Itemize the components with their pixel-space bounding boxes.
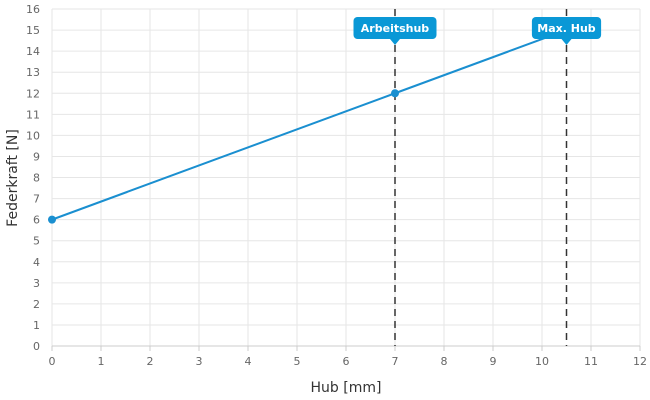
y-axis-title: Federkraft [N]: [5, 129, 21, 227]
marker-flag: [353, 17, 437, 39]
y-tick-label: 7: [33, 193, 40, 206]
y-tick-label: 12: [26, 87, 40, 100]
x-tick-label: 9: [490, 355, 497, 368]
x-tick-label: 8: [441, 355, 448, 368]
x-tick-label: 11: [584, 355, 598, 368]
x-axis-title: Hub [mm]: [311, 380, 382, 396]
y-tick-label: 4: [33, 256, 40, 269]
x-tick-label: 2: [147, 355, 154, 368]
marker-flag-pointer: [390, 39, 400, 45]
x-tick-label: 1: [98, 355, 105, 368]
x-tick-label: 0: [49, 355, 56, 368]
x-tick-label: 7: [392, 355, 399, 368]
x-axis-ticks: 0 1 2 3 4 5 6 7 8 9 10 11 12: [49, 346, 647, 368]
data-points: [48, 89, 399, 224]
y-tick-label: 2: [33, 298, 40, 311]
y-tick-label: 9: [33, 150, 40, 163]
y-tick-label: 14: [26, 45, 40, 58]
marker-label: Arbeitshub: [361, 22, 430, 35]
y-tick-label: 8: [33, 172, 40, 185]
y-tick-label: 15: [26, 24, 40, 37]
y-tick-label: 16: [26, 3, 40, 16]
x-tick-label: 12: [633, 355, 647, 368]
y-tick-label: 6: [33, 214, 40, 227]
data-series: [51, 29, 567, 221]
y-tick-label: 3: [33, 277, 40, 290]
data-point: [48, 215, 56, 224]
marker-flag-pointer: [561, 39, 572, 45]
x-tick-label: 5: [294, 355, 301, 368]
y-tick-label: 1: [33, 319, 40, 332]
y-tick-label: 5: [33, 235, 40, 248]
series-line: [51, 29, 567, 221]
chart-grid: [51, 8, 641, 347]
x-tick-label: 3: [196, 355, 203, 368]
x-tick-label: 10: [535, 355, 549, 368]
x-tick-label: 4: [245, 355, 252, 368]
y-tick-label: 10: [26, 129, 40, 142]
vertical-markers: [394, 9, 568, 346]
data-point: [391, 89, 399, 98]
y-tick-label: 13: [26, 66, 40, 79]
x-tick-label: 6: [343, 355, 350, 368]
marker-label: Max. Hub: [537, 22, 596, 35]
y-tick-label: 0: [33, 340, 40, 353]
marker-flag: [531, 17, 602, 39]
marker-flags: Arbeitshub Max. Hub: [353, 17, 602, 45]
y-tick-label: 11: [26, 108, 40, 121]
